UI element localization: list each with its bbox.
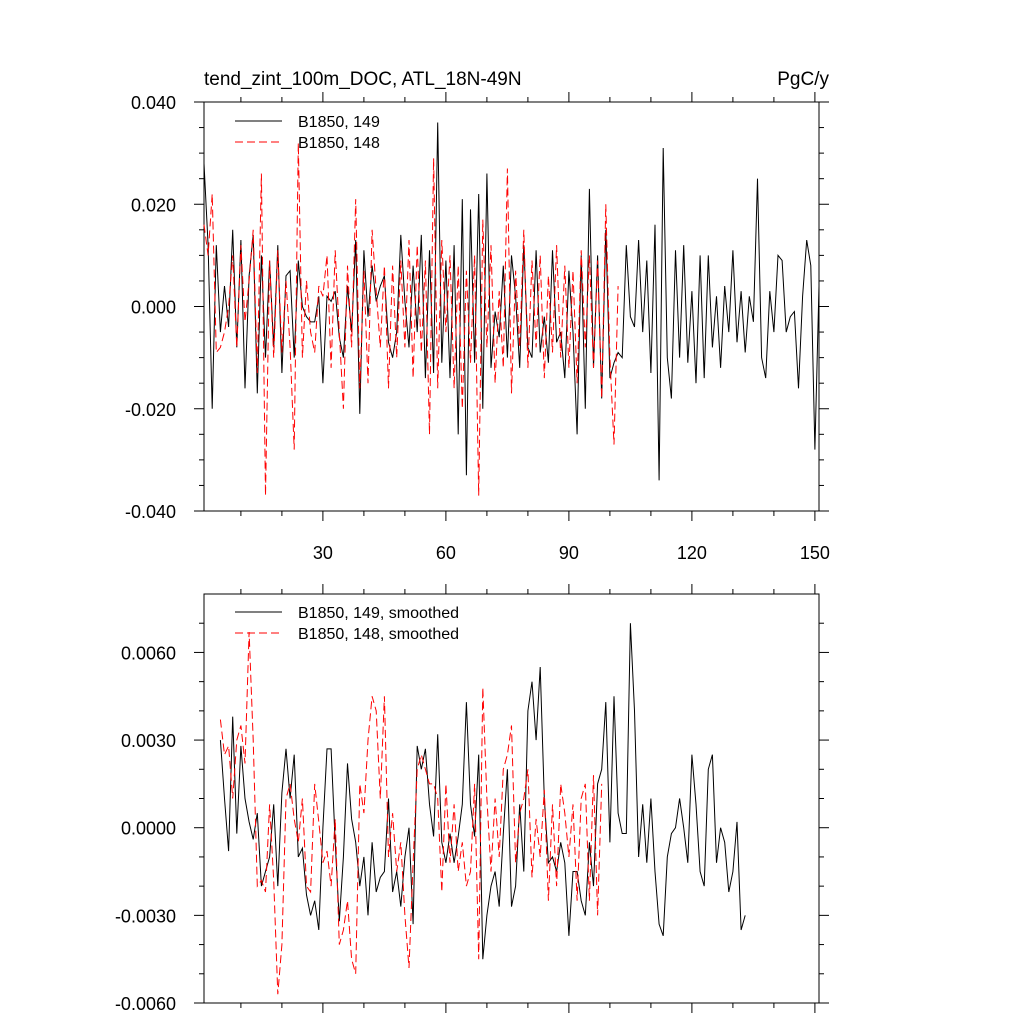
top-series-lines	[203, 122, 820, 496]
bottom-ytick-label: 0.0060	[121, 643, 176, 663]
top-panel: tend_zint_100m_DOC, ATL_18N-49N PgC/y -0…	[125, 69, 830, 563]
bottom-ytick-label: 0.0030	[121, 731, 176, 751]
top-xtick-label: 90	[559, 543, 579, 563]
bottom-series-line-b1850-149-smoothed	[219, 623, 746, 960]
bottom-axes: -0.0060 -0.0030 0.0000 0.0030 0.0060	[115, 584, 829, 1014]
top-ytick-label: -0.020	[125, 400, 176, 420]
top-series-line-b1850-149	[203, 122, 820, 481]
bottom-series-line-b1850-148-smoothed	[219, 631, 603, 995]
top-chart-units: PgC/y	[777, 69, 829, 90]
top-xtick-label: 60	[436, 543, 456, 563]
top-ytick-label: 0.040	[131, 93, 176, 113]
top-xtick-label: 30	[313, 543, 333, 563]
legend-label-b1850-149-smoothed: B1850, 149, smoothed	[298, 605, 459, 622]
bottom-legend: B1850, 149, smoothed B1850, 148, smoothe…	[235, 605, 459, 643]
top-legend: B1850, 149 B1850, 148	[235, 114, 380, 152]
top-ytick-label: 0.020	[131, 195, 176, 215]
bottom-panel: -0.0060 -0.0030 0.0000 0.0030 0.0060 B1850, …	[115, 584, 829, 1014]
bottom-ytick-label: -0.0060	[115, 994, 176, 1014]
top-series-line-b1850-148	[203, 142, 619, 496]
legend-label-b1850-149: B1850, 149	[298, 114, 380, 131]
legend-label-b1850-148: B1850, 148	[298, 135, 380, 152]
bottom-ytick-label: 0.0000	[121, 819, 176, 839]
top-chart-title: tend_zint_100m_DOC, ATL_18N-49N	[204, 69, 522, 90]
bottom-ytick-label: -0.0030	[115, 906, 176, 926]
top-axes: -0.040 -0.020 0.000 0.020 0.040 30 60 90 120 150	[125, 92, 830, 563]
bottom-series-lines	[219, 623, 746, 995]
top-xtick-label: 120	[677, 543, 707, 563]
legend-label-b1850-148-smoothed: B1850, 148, smoothed	[298, 626, 459, 643]
top-ytick-label: -0.040	[125, 502, 176, 522]
top-ytick-label: 0.000	[131, 298, 176, 318]
top-xtick-label: 150	[800, 543, 830, 563]
